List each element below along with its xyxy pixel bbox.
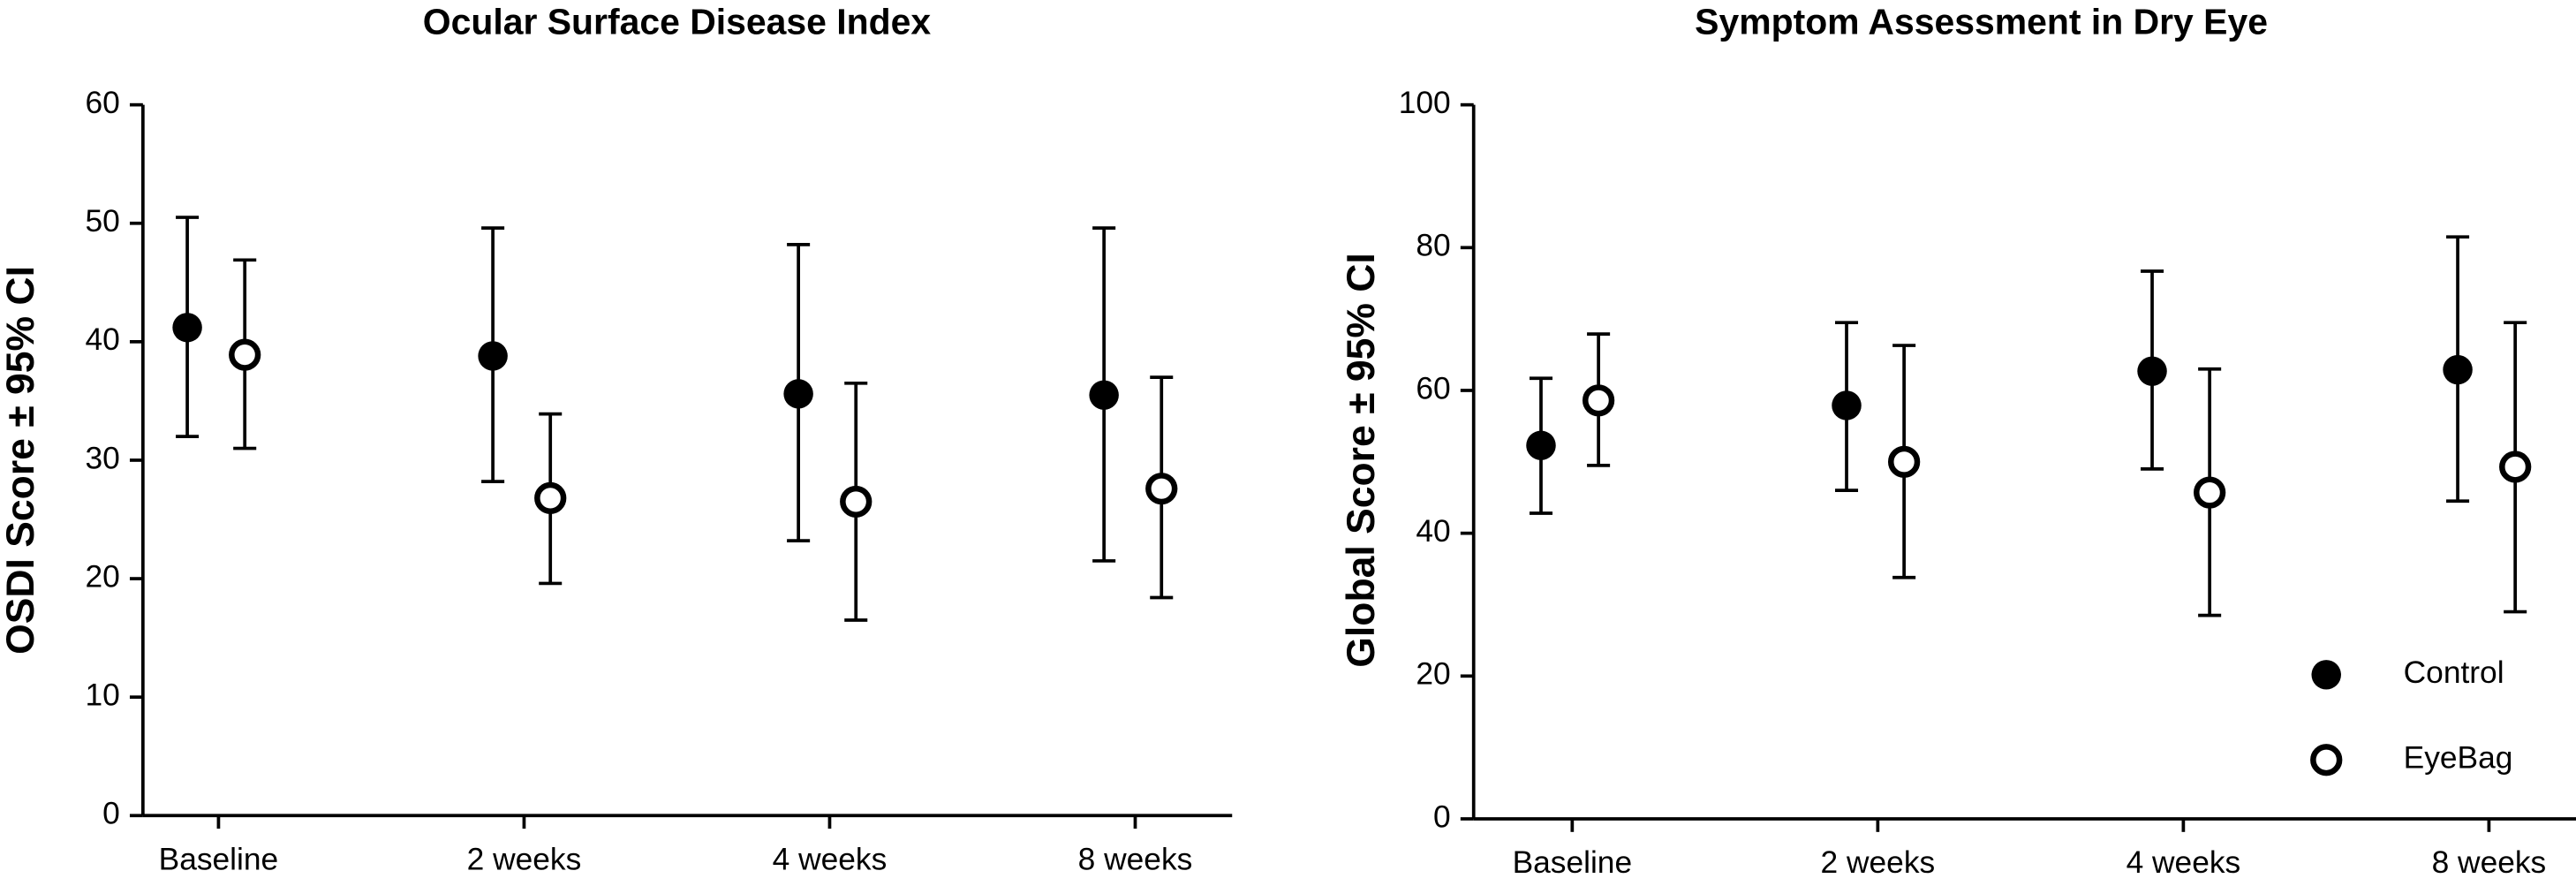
x-tick-label: Baseline xyxy=(159,843,279,877)
y-tick-label: 40 xyxy=(1416,514,1450,549)
chart-title: Ocular Surface Disease Index xyxy=(423,2,932,42)
chart-title: Symptom Assessment in Dry Eye xyxy=(1695,2,2268,42)
y-tick-label: 0 xyxy=(1433,799,1451,834)
legend-marker xyxy=(2311,660,2341,690)
y-tick-label: 20 xyxy=(86,559,120,594)
point-open xyxy=(1887,445,1921,478)
point-filled xyxy=(172,313,202,343)
x-tick-label: 8 weeks xyxy=(2432,845,2547,880)
x-tick-label: Baseline xyxy=(1513,845,1633,880)
point-filled xyxy=(783,379,813,409)
y-tick-label: 0 xyxy=(102,797,120,831)
legend-label: Control xyxy=(2404,655,2504,690)
y-tick-label: 60 xyxy=(86,86,120,120)
point-open xyxy=(2194,476,2226,509)
y-tick-label: 20 xyxy=(1416,657,1450,692)
y-tick-label: 50 xyxy=(86,204,120,239)
point-filled xyxy=(1089,380,1119,410)
y-tick-label: 60 xyxy=(1416,371,1450,405)
point-filled xyxy=(1832,390,1862,420)
x-tick-label: 4 weeks xyxy=(2127,845,2241,880)
y-tick-label: 80 xyxy=(1416,229,1450,263)
point-open xyxy=(840,485,873,518)
legend-label: EyeBag xyxy=(2404,741,2513,776)
y-tick-label: 100 xyxy=(1399,86,1451,120)
point-filled xyxy=(1526,430,1556,460)
point-open xyxy=(1145,473,1178,505)
point-open xyxy=(534,481,567,514)
point-filled xyxy=(2137,356,2167,386)
x-tick-label: 2 weeks xyxy=(1821,845,1936,880)
point-open xyxy=(1582,384,1615,417)
y-tick-label: 10 xyxy=(86,678,120,713)
x-tick-label: 4 weeks xyxy=(773,843,888,877)
point-filled xyxy=(2443,354,2473,385)
y-axis-label: OSDI Score ± 95% CI xyxy=(0,266,42,655)
point-open xyxy=(2499,451,2532,483)
y-tick-label: 40 xyxy=(86,322,120,357)
point-open xyxy=(229,338,261,371)
point-filled xyxy=(478,341,508,371)
legend-marker xyxy=(2310,744,2343,776)
y-axis-label: Global Score ± 95% CI xyxy=(1340,253,1383,667)
x-tick-label: 8 weeks xyxy=(1078,843,1193,877)
x-tick-label: 2 weeks xyxy=(467,843,582,877)
y-tick-label: 30 xyxy=(86,441,120,475)
